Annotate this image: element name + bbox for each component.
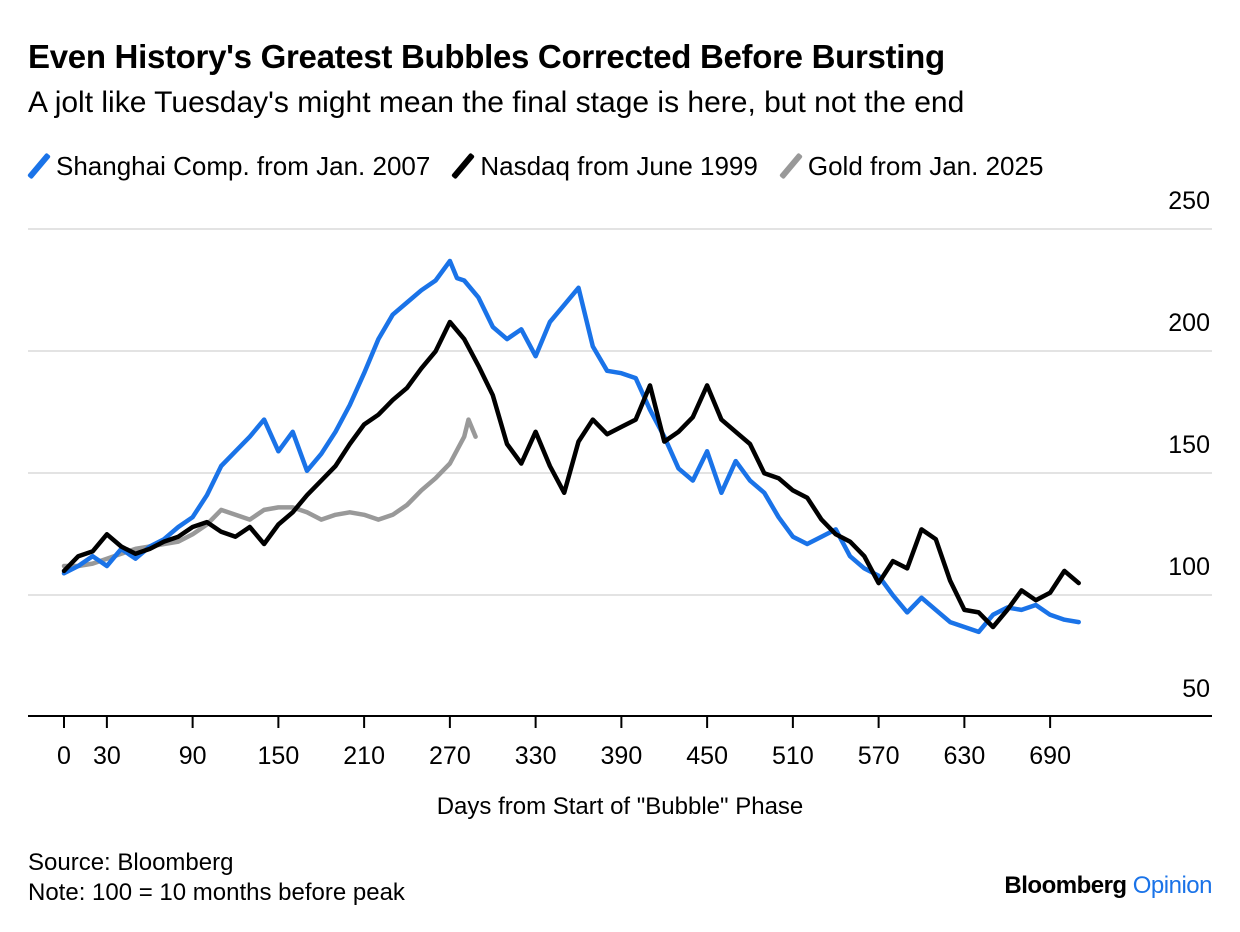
- grid-layer: [28, 228, 1212, 596]
- x-tick-label-690: 690: [1029, 742, 1071, 770]
- x-tick-label-510: 510: [772, 742, 814, 770]
- x-tick-label-150: 150: [258, 742, 300, 770]
- x-axis-label: Days from Start of "Bubble" Phase: [437, 793, 804, 820]
- series-line-nasdaq: [61, 319, 1081, 630]
- y-tick-label-250: 250: [1168, 187, 1210, 215]
- legend-label-shanghai: Shanghai Comp. from Jan. 2007: [56, 150, 431, 181]
- y-tick-label-100: 100: [1168, 553, 1210, 581]
- bloomberg-opinion-logo: Bloomberg Opinion: [1004, 872, 1212, 900]
- x-tick-label-210: 210: [343, 742, 385, 770]
- x-tick-label-270: 270: [429, 742, 471, 770]
- legend: Shanghai Comp. from Jan. 2007 Nasdaq fro…: [27, 146, 1065, 186]
- y-tick-label-150: 150: [1168, 431, 1210, 459]
- x-tick-label-630: 630: [944, 742, 986, 770]
- series-line-shanghai: [61, 258, 1081, 635]
- brand-accent: Opinion: [1132, 872, 1213, 899]
- legend-item-gold: Gold from Jan. 2025: [778, 150, 1044, 182]
- note-text: Note: 100 = 10 months before peak: [28, 879, 405, 906]
- chart-title: Even History's Greatest Bubbles Correcte…: [28, 38, 945, 75]
- legend-item-nasdaq: Nasdaq from June 1999: [451, 150, 758, 182]
- source-notes: Source: Bloomberg Note: 100 = 10 months …: [28, 848, 405, 908]
- legend-label-nasdaq: Nasdaq from June 1999: [480, 150, 758, 181]
- source-text: Source: Bloomberg: [28, 849, 234, 876]
- series-layer: [61, 258, 1081, 635]
- x-tick-label-450: 450: [686, 742, 728, 770]
- x-tick-label-90: 90: [179, 742, 207, 770]
- y-tick-label-200: 200: [1168, 309, 1210, 337]
- y-tick-label-50: 50: [1182, 675, 1210, 703]
- brand-main: Bloomberg: [1004, 872, 1127, 899]
- series-line-gold: [61, 417, 478, 569]
- x-tick-label-0: 0: [57, 742, 71, 770]
- x-tick-label-570: 570: [858, 742, 900, 770]
- legend-item-shanghai: Shanghai Comp. from Jan. 2007: [27, 150, 431, 182]
- x-tick-label-390: 390: [601, 742, 643, 770]
- axis-layer: 50 100 150 200 250 0 30 90 150 210 270 330 390 450 510…: [28, 187, 1212, 770]
- chart-subtitle: A jolt like Tuesday's might mean the fin…: [28, 86, 965, 119]
- x-tick-label-330: 330: [515, 742, 557, 770]
- x-tick-label-30: 30: [93, 742, 121, 770]
- legend-label-gold: Gold from Jan. 2025: [807, 150, 1044, 181]
